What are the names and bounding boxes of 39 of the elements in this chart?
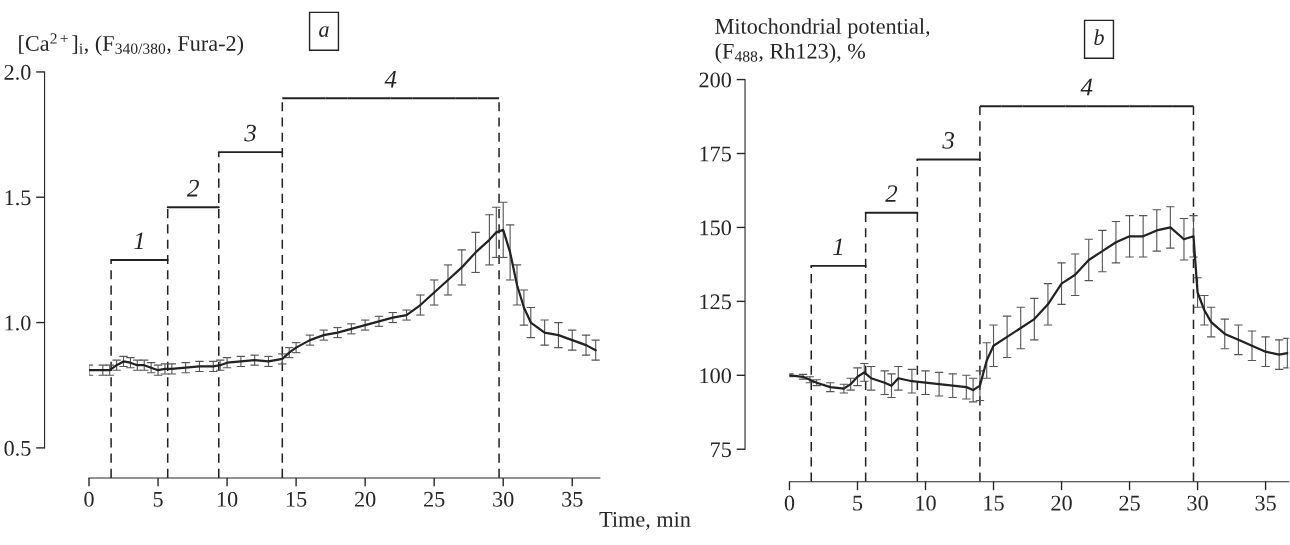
y-tick-label: 1.5 <box>5 190 31 206</box>
x-tick-label: 30 <box>493 491 514 507</box>
y-tick-label: 200 <box>699 72 731 88</box>
y-axis-title: Mitochondrial potential, (F$_{488}$, Rh123), % <box>715 18 930 64</box>
y-tick-label: 175 <box>700 146 731 162</box>
x-tick-label: 0 <box>84 491 94 507</box>
x-tick-label: 10 <box>217 491 238 507</box>
x-tick-label: 5 <box>153 492 163 507</box>
chart-title: b <box>1094 29 1104 45</box>
y-tick-label: 100 <box>700 368 731 384</box>
x-tick-label: 15 <box>286 491 307 507</box>
x-tick-label: 25 <box>424 491 445 507</box>
y-tick-label: 150 <box>700 220 731 236</box>
annotation: 4 <box>1080 78 1093 96</box>
x-tick-label: 15 <box>984 495 1004 511</box>
x-tick-label: 30 <box>1187 495 1208 511</box>
x-tick-label: 0 <box>784 495 795 511</box>
y-axis-title: [Ca$^{2+}$]$_{i}$, (F$_{340/380}$, Fura-2) <box>19 33 244 56</box>
y-tick-label: 0.5 <box>4 440 31 456</box>
annotation: 2 <box>187 179 199 197</box>
y-tick-label: 125 <box>700 294 731 310</box>
x-tick-label: 20 <box>1051 495 1072 511</box>
annotation: 1 <box>833 238 843 256</box>
y-tick-label: 75 <box>711 442 731 458</box>
chart-title: a <box>319 26 329 37</box>
x-tick-label: 35 <box>1255 495 1276 511</box>
y-tick-label: 1.0 <box>5 315 31 331</box>
annotation: 3 <box>244 124 256 142</box>
x-tick-label: 35 <box>562 491 583 507</box>
x-tick-label: 20 <box>355 491 376 507</box>
y-tick-label: 2.0 <box>4 64 31 80</box>
x-tick-label: 10 <box>916 495 936 511</box>
x-axis-title: Time, min <box>599 511 691 531</box>
annotation: 2 <box>885 185 898 202</box>
x-tick-label: 25 <box>1119 495 1140 511</box>
annotation: 3 <box>942 131 955 149</box>
x-tick-label: 5 <box>853 495 863 511</box>
annotation: 4 <box>384 70 397 88</box>
annotation: 1 <box>134 232 143 250</box>
